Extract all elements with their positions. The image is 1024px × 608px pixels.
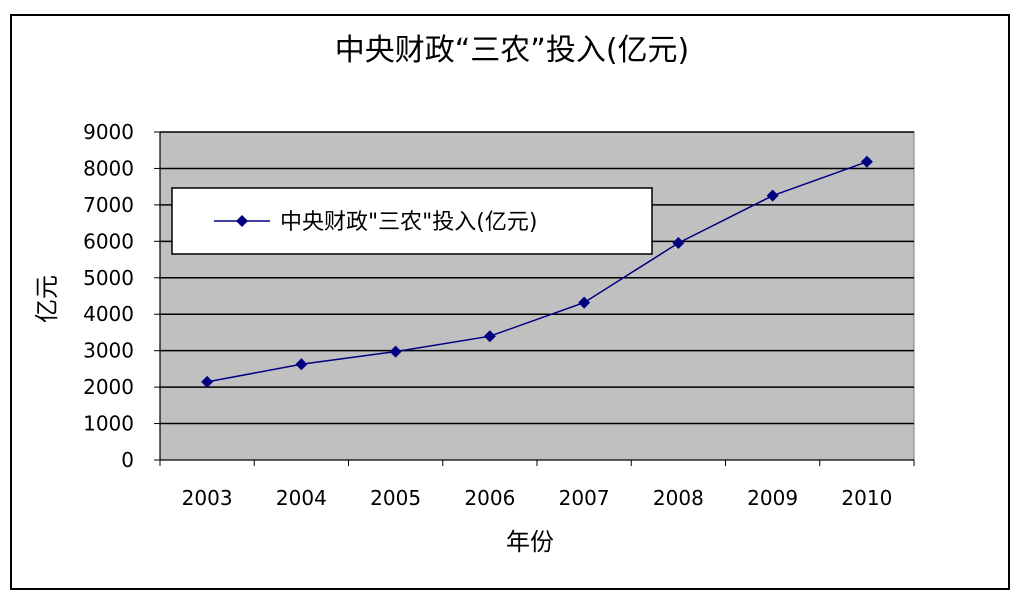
y-tick-label: 3000: [83, 339, 134, 363]
x-tick-label: 2004: [276, 486, 327, 510]
plot-background: [159, 131, 915, 461]
legend-marker: [236, 215, 248, 227]
data-point: [295, 358, 308, 371]
data-point: [672, 236, 685, 249]
x-tick-label: 2009: [747, 486, 798, 510]
x-tick-label: 2007: [559, 486, 610, 510]
x-axis-label: 年份: [506, 528, 554, 556]
x-tick-label: 2005: [370, 486, 421, 510]
y-tick-label: 7000: [83, 193, 134, 217]
y-tick-label: 9000: [83, 120, 134, 144]
data-point: [578, 296, 591, 309]
y-tick-label: 5000: [83, 266, 134, 290]
data-point: [766, 189, 779, 202]
plot-area: 0 1000 2000 3000 4000 5000 6000 7000 8000 9000 200…: [83, 120, 915, 510]
y-tick-label: 8000: [83, 156, 134, 180]
legend-label: 中央财政"三农"投入(亿元): [280, 210, 537, 235]
y-tick-label: 6000: [83, 229, 134, 253]
x-tick-label: 2006: [464, 486, 515, 510]
y-tick-label: 0: [121, 448, 134, 472]
data-point: [389, 345, 402, 358]
chart-title: 中央财政“三农”投入(亿元): [335, 33, 690, 68]
legend: 中央财政"三农"投入(亿元): [171, 187, 653, 255]
y-axis-label: 亿元: [33, 275, 61, 323]
x-tick-label: 2008: [653, 486, 704, 510]
x-tick-label: 2010: [841, 486, 892, 510]
x-tick-label: 2003: [182, 486, 233, 510]
y-tick-label: 2000: [83, 375, 134, 399]
y-tick-label: 1000: [83, 412, 134, 436]
series-line: [206, 161, 868, 383]
data-point: [860, 155, 873, 168]
data-point: [201, 375, 214, 388]
y-tick-label: 4000: [83, 302, 134, 326]
data-point: [483, 330, 496, 343]
